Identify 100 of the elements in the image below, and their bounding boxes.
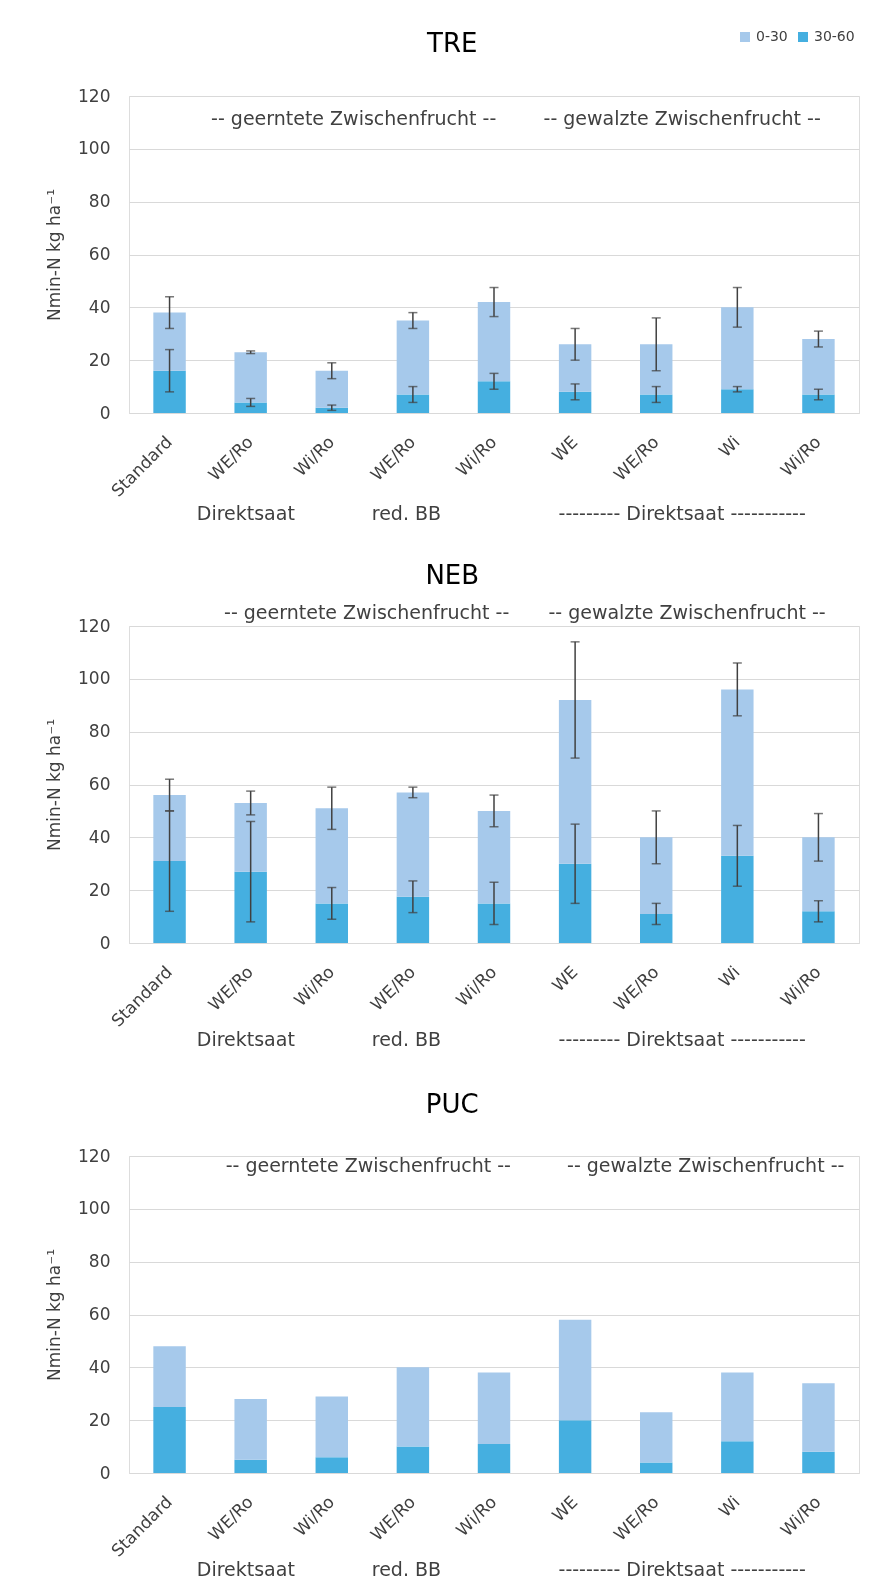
x-tick-label: WE bbox=[547, 1491, 582, 1526]
chart-title: NEB bbox=[425, 560, 480, 590]
x-tick-label: WE bbox=[547, 961, 582, 996]
bar bbox=[396, 320, 430, 395]
bar bbox=[315, 1457, 348, 1473]
text: Direktsaat bbox=[196, 502, 295, 524]
y-axis-title: Nmin-N kg ha⁻¹ bbox=[44, 188, 65, 322]
bar bbox=[802, 1451, 835, 1473]
bar bbox=[234, 802, 267, 872]
text: red. BB bbox=[371, 1028, 442, 1050]
bar bbox=[802, 394, 835, 413]
y-tick-label: 40 bbox=[88, 826, 111, 847]
bar bbox=[802, 1383, 835, 1452]
bar bbox=[721, 307, 754, 390]
x-tick-label: Wi bbox=[714, 1491, 744, 1521]
y-tick-label: 0 bbox=[99, 932, 111, 953]
bar bbox=[558, 344, 592, 392]
bar bbox=[234, 1399, 267, 1460]
bar bbox=[640, 837, 673, 914]
bar bbox=[477, 810, 511, 904]
text: --------- Direktsaat ----------- bbox=[558, 502, 806, 524]
annotation: -- geerntete Zwischenfrucht -- bbox=[225, 1154, 511, 1176]
y-tick-label: 100 bbox=[78, 1198, 111, 1219]
bar bbox=[802, 911, 835, 943]
text: red. BB bbox=[371, 502, 442, 524]
bar bbox=[153, 1346, 186, 1407]
y-axis-title: Nmin-N kg ha⁻¹ bbox=[44, 1248, 65, 1382]
y-tick-label: 120 bbox=[78, 1145, 111, 1166]
annotation: -- gewalzte Zwischenfrucht -- bbox=[543, 107, 821, 129]
y-tick-label: 120 bbox=[78, 85, 111, 106]
x-tick-label: WE bbox=[547, 431, 582, 466]
text: -- gewalzte Zwischenfrucht -- bbox=[548, 601, 826, 623]
bar bbox=[396, 792, 430, 897]
bar bbox=[477, 903, 511, 943]
bar bbox=[721, 689, 754, 856]
bar bbox=[802, 837, 835, 912]
bar bbox=[558, 863, 592, 943]
y-tick-label: 40 bbox=[88, 296, 111, 317]
bar bbox=[234, 402, 267, 413]
annotation: -- geerntete Zwischenfrucht -- bbox=[211, 107, 497, 129]
text: -- geerntete Zwischenfrucht -- bbox=[224, 601, 510, 623]
y-tick-label: 80 bbox=[88, 721, 111, 742]
bar bbox=[315, 1396, 348, 1458]
y-tick-label: 120 bbox=[78, 615, 111, 636]
bar bbox=[558, 1420, 592, 1473]
text: --------- Direktsaat ----------- bbox=[558, 1028, 806, 1050]
bar bbox=[721, 855, 754, 943]
chart-title: PUC bbox=[425, 1089, 479, 1119]
text: Direktsaat bbox=[196, 1028, 295, 1050]
bar bbox=[396, 394, 430, 413]
bar bbox=[153, 795, 186, 862]
text: Direktsaat bbox=[196, 1558, 295, 1580]
y-tick-label: 100 bbox=[78, 138, 111, 159]
bar bbox=[558, 1319, 592, 1421]
chart-title: TRE bbox=[426, 28, 478, 58]
bar bbox=[315, 808, 348, 904]
bar bbox=[315, 370, 348, 408]
bar bbox=[721, 1441, 754, 1473]
y-tick-label: 0 bbox=[99, 402, 111, 423]
y-tick-label: 20 bbox=[88, 349, 111, 370]
bar bbox=[558, 391, 592, 413]
bar bbox=[558, 699, 592, 864]
bar bbox=[721, 1372, 754, 1442]
y-tick-label: 60 bbox=[88, 244, 111, 264]
bar bbox=[477, 381, 511, 413]
y-tick-label: 0 bbox=[99, 1462, 111, 1483]
bar bbox=[153, 861, 186, 943]
bar bbox=[477, 302, 511, 382]
y-tick-label: 40 bbox=[88, 1356, 111, 1377]
bar bbox=[721, 389, 754, 413]
y-tick-label: 80 bbox=[88, 1251, 111, 1272]
bar bbox=[234, 871, 267, 943]
y-tick-label: 20 bbox=[88, 879, 111, 900]
x-tick-label: Wi bbox=[714, 431, 744, 461]
y-tick-label: 100 bbox=[78, 668, 111, 689]
bar bbox=[396, 1446, 430, 1473]
y-tick-label: 20 bbox=[88, 1409, 111, 1430]
bar bbox=[153, 370, 186, 413]
bar bbox=[396, 1367, 430, 1447]
bar bbox=[396, 896, 430, 943]
text: --------- Direktsaat ----------- bbox=[558, 1558, 806, 1580]
bar bbox=[315, 407, 348, 413]
text: red. BB bbox=[371, 1558, 442, 1580]
bar bbox=[640, 394, 673, 413]
bar bbox=[640, 913, 673, 943]
bar bbox=[640, 1412, 673, 1463]
bar bbox=[477, 1443, 511, 1473]
y-tick-label: 60 bbox=[88, 774, 111, 794]
y-tick-label: 60 bbox=[88, 1304, 111, 1324]
x-tick-label: Wi bbox=[714, 961, 744, 991]
bar bbox=[234, 1459, 267, 1473]
legend-label: 0-30 bbox=[756, 28, 788, 44]
annotation: -- gewalzte Zwischenfrucht -- bbox=[567, 1154, 845, 1176]
bar bbox=[315, 903, 348, 943]
legend-label: 30-60 bbox=[814, 28, 855, 44]
bar bbox=[640, 1462, 673, 1473]
bar bbox=[640, 344, 673, 395]
bar bbox=[153, 1406, 186, 1473]
bar bbox=[234, 352, 267, 403]
bar bbox=[153, 312, 186, 371]
